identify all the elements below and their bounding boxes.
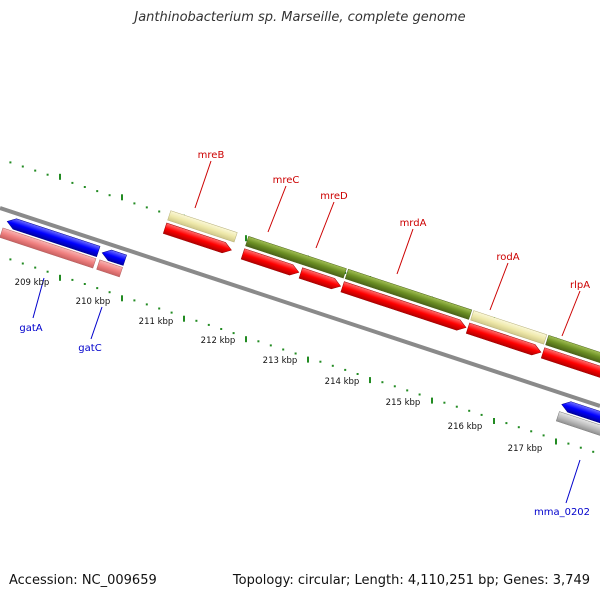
gene-mreD bbox=[298, 267, 342, 290]
gene-label-mrdA[interactable]: mrdA bbox=[400, 218, 427, 229]
scale-label-209: 209 kbp bbox=[15, 278, 50, 288]
leader-gatC bbox=[90, 306, 103, 340]
gene-rlpA bbox=[540, 347, 600, 378]
leader-mreD bbox=[315, 201, 335, 249]
forward-leader-lines bbox=[194, 160, 581, 337]
scale-label-212: 212 kbp bbox=[201, 336, 236, 346]
gene-label-rodA[interactable]: rodA bbox=[496, 252, 519, 263]
gene-mreB bbox=[162, 222, 232, 254]
leader-mreC bbox=[267, 185, 287, 233]
gene-track bbox=[0, 210, 600, 448]
gene-mreC bbox=[240, 248, 300, 276]
scale-label-216: 216 kbp bbox=[448, 422, 483, 432]
leader-mreB bbox=[194, 160, 212, 209]
scale-label-210: 210 kbp bbox=[76, 297, 111, 307]
gene-gatC bbox=[101, 249, 127, 266]
gene-mreB-outer bbox=[167, 210, 238, 243]
gene-label-gatC[interactable]: gatC bbox=[78, 343, 101, 354]
scale-label-214: 214 kbp bbox=[325, 377, 360, 387]
scale-label-211: 211 kbp bbox=[139, 317, 174, 327]
gene-label-gatA[interactable]: gatA bbox=[19, 323, 42, 334]
scale-label-217: 217 kbp bbox=[508, 444, 543, 454]
genome-backbone bbox=[0, 206, 600, 408]
gene-rodA bbox=[465, 322, 542, 356]
topology-text: Topology: circular; Length: 4,110,251 bp… bbox=[232, 573, 590, 588]
gene-label-mreC[interactable]: mreC bbox=[273, 175, 300, 186]
gene-mrdA-outer bbox=[344, 268, 473, 320]
gene-mma_0202 bbox=[561, 401, 600, 437]
gene-mreC-outer bbox=[245, 236, 347, 279]
gene-label-mreB[interactable]: mreB bbox=[198, 150, 225, 161]
gene-label-mma_0202[interactable]: mma_0202 bbox=[534, 507, 590, 518]
leader-rodA bbox=[489, 262, 509, 311]
gene-gatA bbox=[6, 218, 101, 258]
gene-gatA-outer bbox=[0, 227, 97, 269]
inner-tick-row bbox=[9, 258, 595, 453]
accession-text: Accession: NC_009659 bbox=[9, 573, 157, 588]
scale-label-215: 215 kbp bbox=[386, 398, 421, 408]
leader-mma_0202 bbox=[565, 459, 581, 504]
leader-mrdA bbox=[396, 228, 414, 275]
map-title: Janthinobacterium sp. Marseille, complet… bbox=[134, 10, 466, 25]
gene-label-mreD[interactable]: mreD bbox=[320, 191, 348, 202]
gene-gatC-outer bbox=[96, 259, 123, 278]
leader-rlpA bbox=[561, 290, 581, 337]
scale-label-213: 213 kbp bbox=[263, 356, 298, 366]
gene-rlpA-outer bbox=[545, 335, 600, 368]
gene-label-rlpA[interactable]: rlpA bbox=[570, 280, 590, 291]
leader-gatA bbox=[32, 277, 45, 319]
reverse-leader-lines bbox=[32, 277, 581, 504]
gene-rodA-outer bbox=[470, 310, 548, 345]
gene-mrdA bbox=[340, 281, 467, 331]
